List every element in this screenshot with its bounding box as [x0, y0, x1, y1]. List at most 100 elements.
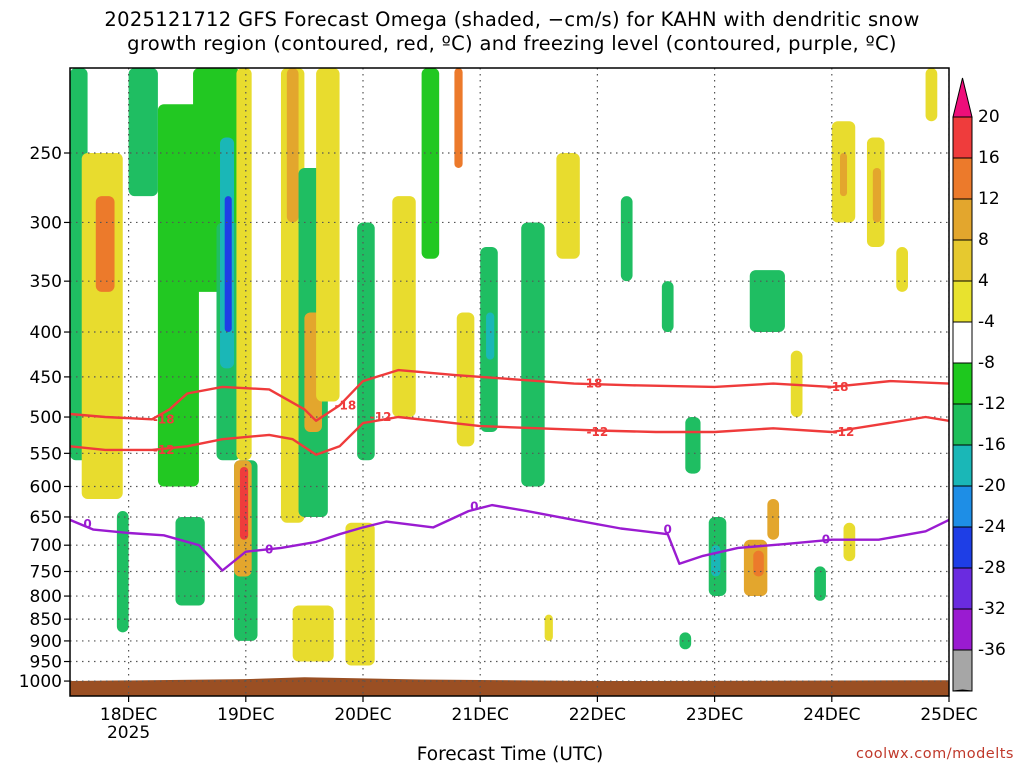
colorbar-label-0: 20 — [978, 107, 1000, 127]
colorbar-label-11: -28 — [978, 558, 1006, 578]
x-tick-label-19DEC: 19DEC — [217, 705, 274, 725]
omega-shading — [70, 68, 938, 666]
y-tick-label-700: 700 — [30, 536, 62, 556]
y-tick-label-750: 750 — [30, 562, 62, 582]
omega-cell-35 — [679, 632, 692, 650]
freezing-level-line-0 — [70, 503, 949, 572]
y-tick-label-450: 450 — [30, 368, 62, 388]
colorbar-label-8: -16 — [978, 435, 1006, 455]
colorbar-swatch-4 — [952, 239, 973, 282]
ground-layer — [70, 677, 949, 696]
chart-title-line1: 2025121712 GFS Forecast Omega (shaded, −… — [104, 8, 920, 31]
y-tick-label-900: 900 — [30, 632, 62, 652]
colorbar-swatch-7 — [952, 362, 973, 405]
contour-label-11: 0 — [664, 523, 672, 537]
x-tick-label-20DEC: 20DEC — [334, 705, 391, 725]
y-tick-label-850: 850 — [30, 610, 62, 630]
contour-label-2: -18 — [581, 377, 603, 391]
contour-labels: -18 -18 -18 -18 -12 -12 -12 -12 0 0 0 0 0 — [83, 377, 854, 557]
omega-cell-32 — [620, 196, 633, 282]
colorbar-swatch-3 — [952, 198, 973, 241]
x-tick-label-18DEC: 18DEC — [100, 705, 157, 725]
omega-cell-30 — [544, 614, 553, 641]
colorbar-swatch-6 — [952, 321, 973, 364]
omega-cell-39 — [753, 550, 764, 577]
ground-fill — [70, 677, 949, 696]
y-tick-label-250: 250 — [30, 144, 62, 164]
colorbar-swatch-2 — [952, 157, 973, 200]
omega-cell-49 — [925, 68, 938, 122]
omega-cell-43 — [814, 566, 826, 601]
y-tick-label-800: 800 — [30, 587, 62, 607]
contour-lines — [70, 368, 949, 572]
credit-link[interactable]: coolwx.com/modelts — [855, 746, 1014, 762]
x-tick-label-23DEC: 23DEC — [686, 705, 743, 725]
contour-label-4: -12 — [153, 443, 175, 457]
y-tick-label-550: 550 — [30, 444, 62, 464]
omega-cell-34 — [685, 417, 701, 474]
y-tick-label-650: 650 — [30, 508, 62, 528]
omega-cell-41 — [749, 270, 785, 333]
x-tick-label-22DEC: 22DEC — [569, 705, 626, 725]
contour-label-8: 0 — [83, 517, 91, 531]
x-axis-title: Forecast Time (UTC) — [416, 744, 604, 765]
dgz-line-m12 — [70, 415, 949, 456]
colorbar-label-1: 16 — [978, 148, 1000, 168]
omega-cell-4 — [128, 68, 158, 197]
y-tick-label-400: 400 — [30, 323, 62, 343]
omega-cell-47 — [872, 167, 882, 223]
colorbar-swatch-5 — [952, 280, 973, 323]
omega-cell-23 — [392, 196, 416, 418]
contour-label-3: -18 — [827, 380, 849, 394]
contour-label-10: 0 — [470, 499, 478, 513]
omega-cell-2 — [95, 196, 115, 292]
colorbar-swatch-8 — [952, 403, 973, 446]
colorbar-swatch-13 — [952, 608, 973, 651]
colorbar-swatch-12 — [952, 567, 973, 610]
contour-label-9: 0 — [265, 543, 273, 557]
omega-cell-5 — [157, 104, 199, 487]
omega-cell-20 — [292, 605, 334, 662]
contour-label-7: -12 — [833, 425, 855, 439]
colorbar-bottom-arrow — [952, 689, 973, 692]
colorbar-swatch-14 — [952, 649, 973, 692]
omega-cell-29 — [521, 222, 545, 487]
omega-cell-45 — [840, 152, 848, 197]
plot-frame — [69, 67, 950, 697]
colorbar-top-arrow — [952, 77, 973, 118]
omega-cell-16 — [286, 68, 299, 223]
y-tick-label-300: 300 — [30, 213, 62, 233]
chart-title-line2: growth region (contoured, red, ºC) and f… — [127, 32, 897, 55]
dgz-line-m18 — [70, 368, 949, 422]
plot-grid — [70, 68, 949, 696]
x-tick-year-label: 2025 — [107, 723, 150, 743]
omega-cell-11 — [236, 68, 252, 461]
omega-cell-22 — [357, 222, 375, 461]
y-tick-label-600: 600 — [30, 477, 62, 497]
omega-cell-10 — [224, 196, 232, 333]
y-axis: 2503003504004505005506006507007508008509… — [19, 144, 70, 692]
contour-label-5: -12 — [370, 410, 392, 424]
colorbar-swatch-11 — [952, 526, 973, 569]
y-tick-label-1000: 1000 — [19, 672, 62, 692]
omega-cell-40 — [767, 498, 780, 540]
x-tick-label-25DEC: 25DEC — [920, 705, 977, 725]
x-tick-label-24DEC: 24DEC — [803, 705, 860, 725]
x-tick-label-21DEC: 21DEC — [452, 705, 509, 725]
y-tick-label-950: 950 — [30, 653, 62, 673]
colorbar-label-12: -32 — [978, 599, 1006, 619]
colorbar-label-3: 8 — [978, 230, 989, 250]
omega-cell-48 — [896, 247, 908, 292]
omega-cell-25 — [454, 68, 463, 168]
omega-cell-21 — [345, 522, 375, 666]
contour-label-12: 0 — [822, 533, 830, 547]
omega-cell-24 — [421, 68, 440, 259]
contour-label-1: -18 — [335, 398, 357, 412]
colorbar-swatch-9 — [952, 444, 973, 487]
omega-cell-31 — [556, 152, 580, 259]
omega-cell-26 — [456, 312, 475, 447]
colorbar-label-10: -24 — [978, 517, 1006, 537]
contour-label-0: -18 — [153, 412, 175, 426]
